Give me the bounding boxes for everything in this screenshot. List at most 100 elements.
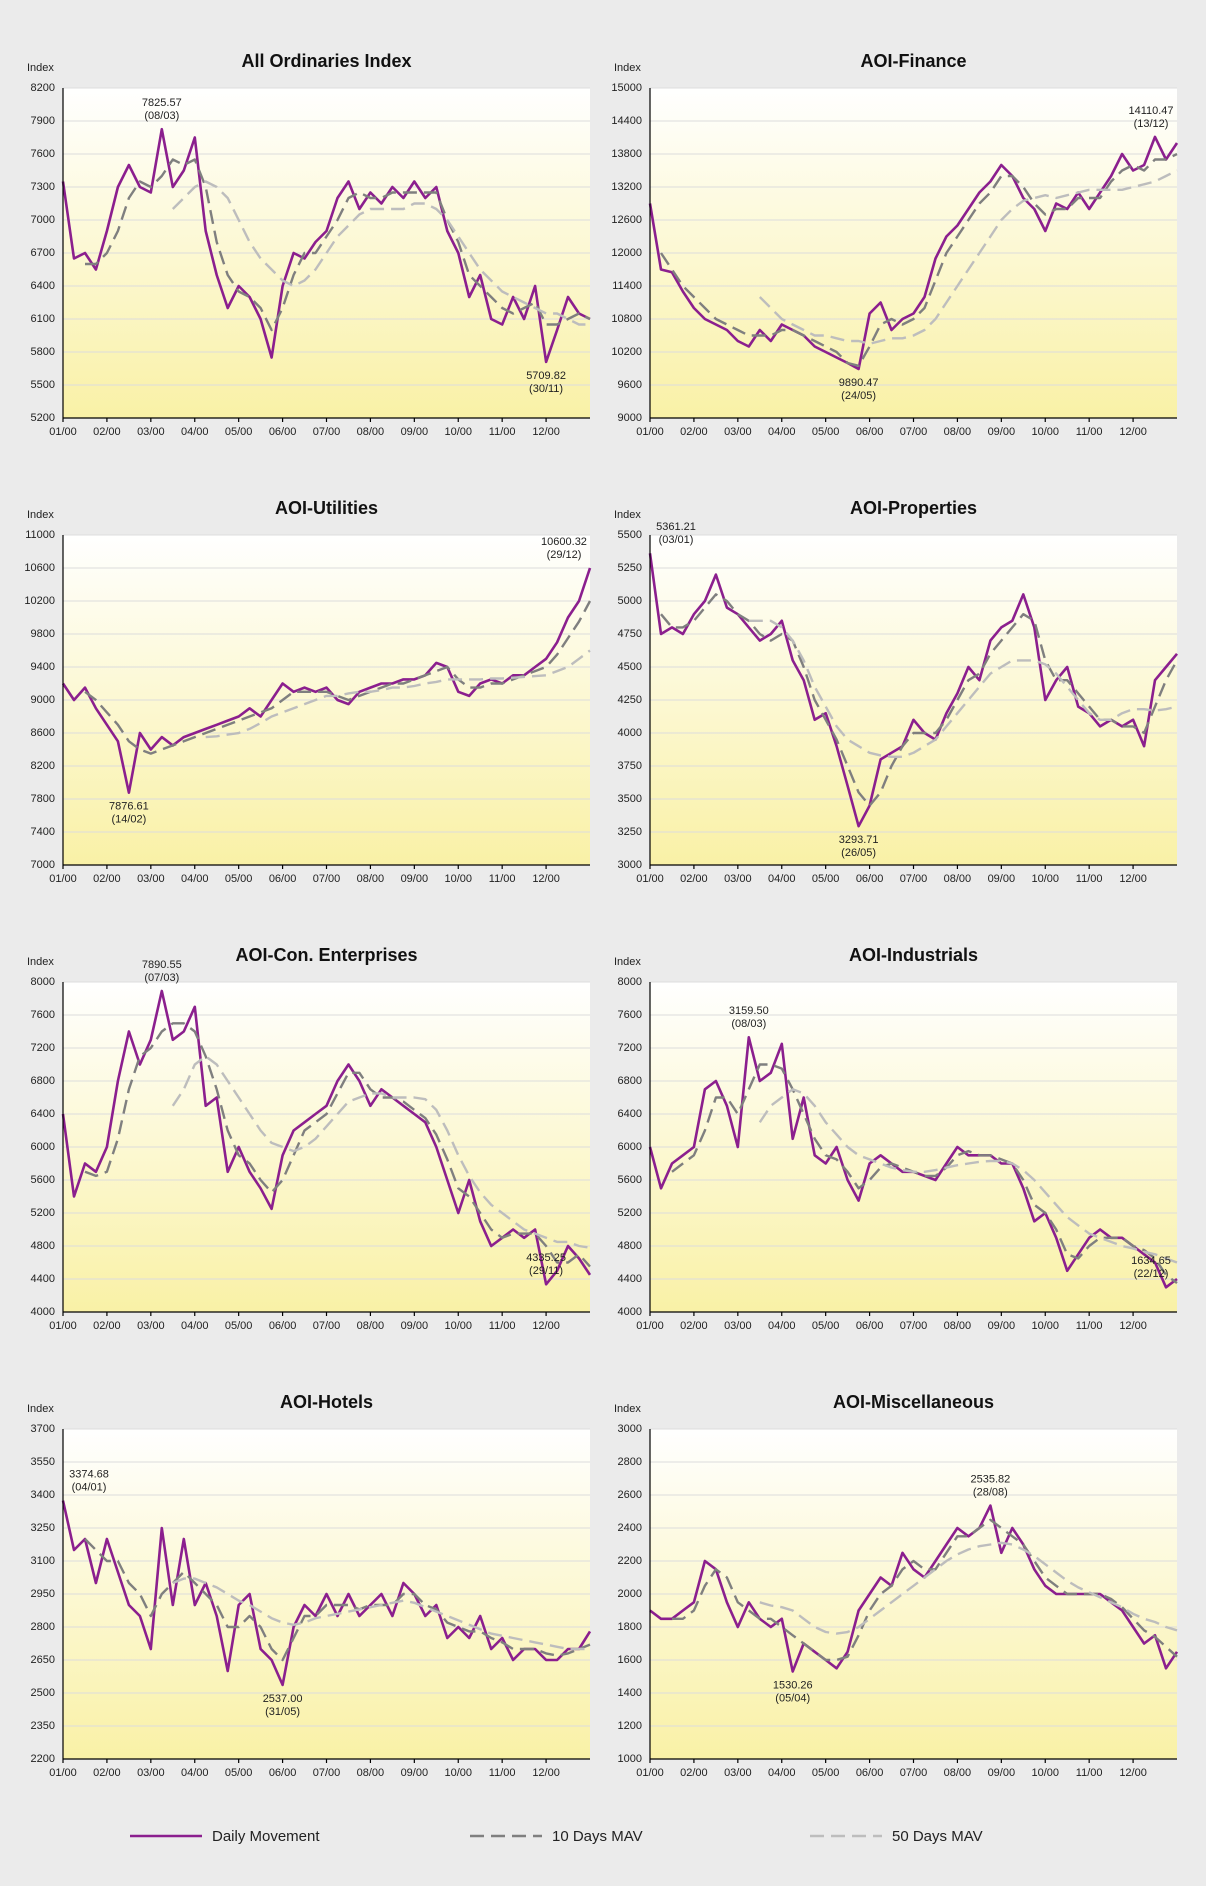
y-tick-label: 2400 bbox=[618, 1522, 642, 1534]
y-tick-label: 1000 bbox=[618, 1753, 642, 1765]
y-axis-label: Index bbox=[27, 62, 54, 74]
y-tick-label: 11400 bbox=[612, 280, 642, 292]
y-tick-label: 5200 bbox=[31, 412, 55, 424]
annotation-value: 7825.57 bbox=[142, 97, 182, 109]
x-tick-label: 03/00 bbox=[137, 1767, 165, 1779]
legend-label: Daily Movement bbox=[212, 1828, 320, 1845]
y-tick-label: 2950 bbox=[31, 1588, 55, 1600]
x-tick-label: 01/00 bbox=[636, 1767, 664, 1779]
y-tick-label: 8000 bbox=[618, 976, 642, 988]
y-tick-label: 9000 bbox=[31, 694, 55, 706]
y-tick-label: 4400 bbox=[618, 1273, 642, 1285]
x-tick-label: 07/00 bbox=[313, 1767, 341, 1779]
x-tick-label: 11/00 bbox=[489, 426, 516, 438]
series-line bbox=[84, 1022, 591, 1268]
x-tick-label: 02/00 bbox=[93, 1320, 121, 1332]
y-axis-label: Index bbox=[27, 1403, 54, 1415]
y-tick-label: 10600 bbox=[24, 562, 55, 574]
x-tick-label: 05/00 bbox=[225, 1767, 253, 1779]
x-tick-label: 07/00 bbox=[313, 873, 341, 885]
x-tick-label: 11/00 bbox=[1076, 1767, 1103, 1779]
x-tick-label: 06/00 bbox=[269, 426, 297, 438]
x-tick-label: 01/00 bbox=[49, 1320, 77, 1332]
series-line bbox=[648, 135, 1179, 371]
y-tick-label: 1200 bbox=[618, 1720, 642, 1732]
x-tick-label: 08/00 bbox=[944, 426, 972, 438]
series-line bbox=[671, 1063, 1178, 1285]
y-tick-label: 9400 bbox=[31, 661, 55, 673]
y-tick-label: 5250 bbox=[618, 562, 642, 574]
y-tick-label: 7400 bbox=[31, 826, 55, 838]
y-tick-label: 4000 bbox=[31, 1306, 55, 1318]
series-line bbox=[660, 152, 1178, 367]
x-tick-label: 05/00 bbox=[225, 426, 253, 438]
y-tick-label: 6400 bbox=[31, 1108, 55, 1120]
x-tick-label: 12/00 bbox=[532, 426, 560, 438]
x-tick-label: 10/00 bbox=[444, 1767, 472, 1779]
annotation-date: (05/04) bbox=[775, 1692, 810, 1704]
x-tick-label: 02/00 bbox=[93, 426, 121, 438]
chart: AOI-Con. Enterprises Index 4000 4400 4800 520… bbox=[27, 945, 592, 1332]
y-tick-label: 12000 bbox=[611, 247, 642, 259]
x-tick-label: 03/00 bbox=[724, 873, 752, 885]
x-tick-label: 05/00 bbox=[812, 426, 840, 438]
y-axis-label: Index bbox=[27, 509, 54, 521]
annotation-value: 3293.71 bbox=[839, 834, 879, 846]
x-tick-label: 03/00 bbox=[137, 426, 165, 438]
y-tick-label: 3250 bbox=[618, 826, 642, 838]
x-tick-label: 08/00 bbox=[944, 1320, 972, 1332]
x-tick-label: 01/00 bbox=[636, 1320, 664, 1332]
y-tick-label: 4000 bbox=[618, 1306, 642, 1318]
y-tick-label: 6400 bbox=[618, 1108, 642, 1120]
x-tick-label: 10/00 bbox=[444, 1320, 472, 1332]
x-tick-label: 04/00 bbox=[768, 1320, 796, 1332]
y-tick-label: 6000 bbox=[618, 1141, 642, 1153]
chart-title: AOI-Utilities bbox=[275, 498, 378, 518]
y-tick-label: 7600 bbox=[31, 1009, 55, 1021]
x-tick-label: 04/00 bbox=[181, 1767, 209, 1779]
annotation-value: 10600.32 bbox=[541, 536, 587, 548]
x-tick-label: 06/00 bbox=[269, 873, 297, 885]
y-tick-label: 6400 bbox=[31, 280, 55, 292]
y-tick-label: 3500 bbox=[618, 793, 642, 805]
x-tick-label: 07/00 bbox=[900, 1767, 928, 1779]
annotation-value: 1530.26 bbox=[773, 1679, 813, 1691]
y-tick-label: 5800 bbox=[31, 346, 55, 358]
x-tick-label: 10/00 bbox=[1031, 1767, 1059, 1779]
x-tick-label: 05/00 bbox=[812, 1767, 840, 1779]
x-tick-label: 08/00 bbox=[357, 873, 385, 885]
x-tick-label: 04/00 bbox=[768, 426, 796, 438]
annotation-date: (08/03) bbox=[144, 110, 179, 122]
chart-title: AOI-Industrials bbox=[849, 945, 978, 965]
x-tick-label: 03/00 bbox=[724, 1767, 752, 1779]
x-tick-label: 04/00 bbox=[181, 1320, 209, 1332]
x-tick-label: 08/00 bbox=[357, 1320, 385, 1332]
x-tick-label: 09/00 bbox=[988, 426, 1016, 438]
chart-title: AOI-Finance bbox=[860, 51, 966, 71]
y-tick-label: 7200 bbox=[31, 1042, 55, 1054]
y-axis-label: Index bbox=[614, 956, 641, 968]
y-tick-label: 2650 bbox=[31, 1654, 55, 1666]
y-tick-label: 15000 bbox=[611, 82, 642, 94]
x-tick-label: 10/00 bbox=[444, 873, 472, 885]
series-line bbox=[61, 1500, 592, 1687]
x-tick-label: 08/00 bbox=[357, 1767, 385, 1779]
y-tick-label: 9800 bbox=[31, 628, 55, 640]
legend-label: 10 Days MAV bbox=[552, 1828, 643, 1845]
chart-title: All Ordinaries Index bbox=[241, 51, 411, 71]
annotation-date: (07/03) bbox=[144, 972, 179, 984]
y-tick-label: 11000 bbox=[25, 529, 55, 541]
x-tick-label: 01/00 bbox=[636, 426, 664, 438]
annotation-value: 14110.47 bbox=[1128, 105, 1173, 117]
y-tick-label: 3550 bbox=[31, 1456, 55, 1468]
y-tick-label: 5000 bbox=[618, 595, 642, 607]
x-tick-label: 09/00 bbox=[401, 1767, 429, 1779]
annotation-date: (29/12) bbox=[547, 549, 582, 561]
chart-title: AOI-Properties bbox=[850, 498, 977, 518]
y-tick-label: 7600 bbox=[31, 148, 55, 160]
x-tick-label: 08/00 bbox=[357, 426, 385, 438]
y-tick-label: 4500 bbox=[618, 661, 642, 673]
y-tick-label: 6100 bbox=[31, 313, 55, 325]
x-tick-label: 02/00 bbox=[93, 1767, 121, 1779]
